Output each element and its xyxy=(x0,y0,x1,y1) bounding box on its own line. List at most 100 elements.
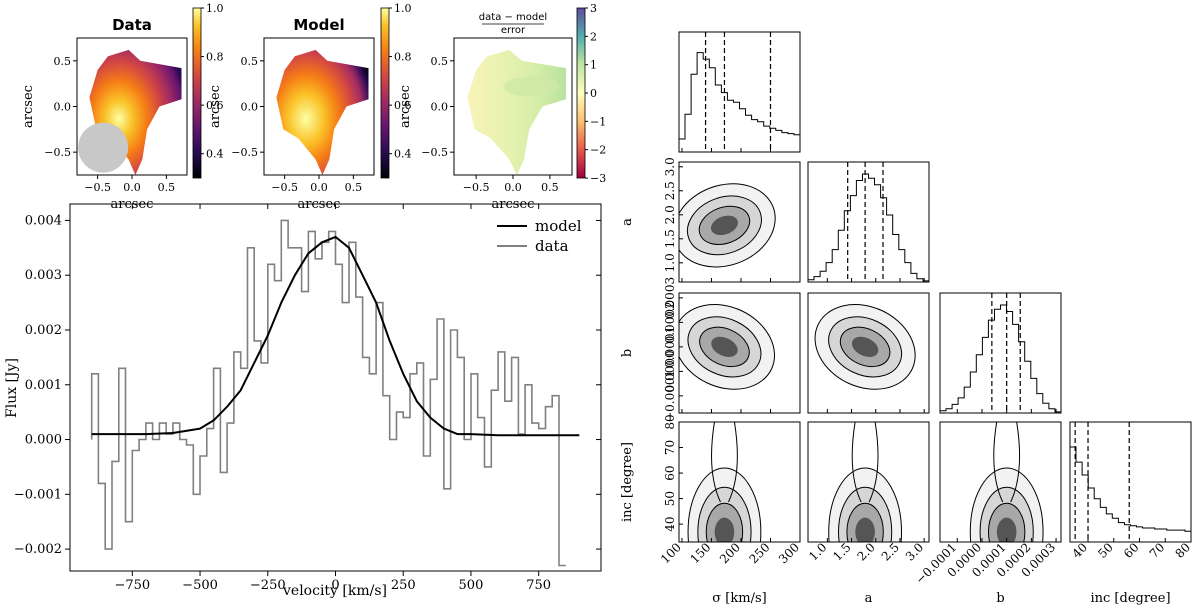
map-xtick-label: 0.0 xyxy=(310,181,328,194)
corner-frame xyxy=(807,161,930,283)
corner-ytick-label: 2.5 xyxy=(663,181,677,200)
map-xtick-label: 0.0 xyxy=(504,181,522,194)
flux-map-image xyxy=(276,49,369,175)
contour-tail xyxy=(711,422,738,503)
map-title-denominator: error xyxy=(501,25,526,36)
map-title-numerator: data − model xyxy=(479,12,547,23)
spectrum-xtick-label: −250 xyxy=(250,578,286,593)
colorbar-tick-label: 3 xyxy=(590,2,597,15)
map-ytick-label: 0.0 xyxy=(431,101,449,114)
contour-levels xyxy=(687,422,762,542)
colorbar-tick-label: 2 xyxy=(590,30,597,43)
map-ytick-label: −0.5 xyxy=(231,146,258,159)
colorbar-tick-label: 0 xyxy=(590,87,597,100)
spectrum-ytick-label: 0.001 xyxy=(25,378,62,393)
map-ylabel: arcsec xyxy=(398,85,413,128)
contour-levels xyxy=(969,422,1044,542)
corner-xtick-label: 3.0 xyxy=(903,540,926,563)
corner-ytick-label: 0.0001 xyxy=(663,326,677,368)
map-ylabel: arcsec xyxy=(21,85,36,128)
map-xtick-label: −0.5 xyxy=(271,181,298,194)
corner-xtick-label: 1.5 xyxy=(830,540,853,563)
corner-contour-4-2: 1.0 1.5 2.0 2.5 3.0 xyxy=(806,421,930,564)
corner-xtick-label: 200 xyxy=(717,540,743,566)
corner-xtick-label: 40 xyxy=(1069,540,1090,561)
spectrum-xtick-label: 0 xyxy=(331,578,339,593)
spectrum-xtick-label: −750 xyxy=(114,578,150,593)
histogram-step xyxy=(678,52,800,152)
map-panel-1: −0.5 0.0 0.5 0.5 0.0 −0.5 arcsec arcsec Data 1.0 0… xyxy=(21,2,224,212)
spectrum-xlabel: velocity [km/s] xyxy=(282,583,387,599)
corner-xtick-label: 2.5 xyxy=(879,540,902,563)
corner-xtick-label: 1.0 xyxy=(806,540,829,563)
corner-xlabel: σ [km/s] xyxy=(712,591,766,606)
corner-xtick-label: 100 xyxy=(658,540,684,566)
spectrum-ytick-label: 0.002 xyxy=(25,323,62,338)
colorbar-tick-label: −1 xyxy=(590,115,606,128)
corner-ytick-label: 40 xyxy=(663,516,677,531)
corner-ytick-label: 60 xyxy=(663,465,677,480)
spectrum-ytick-label: −0.001 xyxy=(14,487,62,502)
map-ytick-label: 0.0 xyxy=(241,101,259,114)
corner-xtick-label: 70 xyxy=(1147,540,1168,561)
corner-xtick-label: 300 xyxy=(776,540,802,566)
corner-frame xyxy=(939,421,1062,543)
histogram-step xyxy=(807,173,929,282)
map-ytick-label: 0.5 xyxy=(431,55,449,68)
map-xtick-label: 0.5 xyxy=(345,181,363,194)
beam-ellipse xyxy=(78,122,129,173)
corner-xtick-label: 80 xyxy=(1172,540,1193,561)
map-panels: −0.5 0.0 0.5 0.5 0.0 −0.5 arcsec arcsec Data 1.0 0… xyxy=(21,2,606,212)
corner-contour-2-1: 3.0 2.5 2.0 1.5 1.0 xyxy=(663,157,801,283)
corner-xtick-label: 2.0 xyxy=(854,540,877,563)
map-ytick-label: 0.0 xyxy=(54,101,72,114)
spectrum-ytick-label: 0.003 xyxy=(25,268,62,283)
spectrum-ytick-label: 0.004 xyxy=(25,213,62,228)
colorbar-tick-label: 0.8 xyxy=(394,51,412,64)
flux-map-image xyxy=(89,49,182,175)
corner-frame xyxy=(939,292,1062,414)
map-title: Model xyxy=(293,16,344,34)
contour-level-4 xyxy=(851,336,879,357)
contour-level-4 xyxy=(710,215,738,236)
colorbar-tick-label: 1 xyxy=(590,59,597,72)
corner-ytick-label: 80 xyxy=(663,414,677,429)
contour-level-4 xyxy=(711,336,738,357)
corner-xtick-label: 250 xyxy=(747,540,773,566)
map-ytick-label: 0.5 xyxy=(241,55,259,68)
corner-frame xyxy=(678,31,801,153)
corner-ytick-label: 70 xyxy=(663,440,677,455)
corner-xtick-label: 50 xyxy=(1095,540,1116,561)
map-ylabel: arcsec xyxy=(208,85,223,128)
colorbar-gradient xyxy=(380,7,390,179)
map-xtick-label: 0.5 xyxy=(158,181,176,194)
colorbar: 3 2 1 0 −1 −2 −3 xyxy=(576,2,606,185)
corner-xtick-label: 150 xyxy=(687,540,713,566)
map-ytick-label: 0.5 xyxy=(54,55,72,68)
corner-histogram-3 xyxy=(939,292,1062,414)
corner-ytick-label: 0.0003 xyxy=(663,277,677,319)
colorbar-tick-label: 0.6 xyxy=(394,99,412,112)
colorbar-tick-label: 0.4 xyxy=(206,148,224,161)
contour-levels xyxy=(679,183,776,268)
corner-xlabel: a xyxy=(865,591,873,606)
map-xtick-label: 0.0 xyxy=(123,181,141,194)
corner-ytick-label: 1.5 xyxy=(663,229,677,248)
corner-xtick-label: 60 xyxy=(1121,540,1142,561)
model-series-line xyxy=(91,235,580,437)
corner-contour-3-2 xyxy=(807,292,930,414)
map-panel-2: −0.5 0.0 0.5 0.5 0.0 −0.5 arcsec arcsec Model 1.0… xyxy=(208,2,412,212)
map-ytick-label: −0.5 xyxy=(421,146,448,159)
corner-ytick-label: −0.0001 xyxy=(663,370,677,422)
corner-ylabel: a xyxy=(620,218,635,226)
colorbar-tick-label: 0.4 xyxy=(394,148,412,161)
corner-ytick-label: 3.0 xyxy=(663,157,677,176)
spectrum-ytick-label: 0.000 xyxy=(25,433,62,448)
corner-contour-4-1: 100 150 200 250 300 80 70 60 50 40 xyxy=(658,414,802,566)
colorbar-tick-label: 0.6 xyxy=(206,99,224,112)
map-xtick-label: −0.5 xyxy=(463,181,490,194)
